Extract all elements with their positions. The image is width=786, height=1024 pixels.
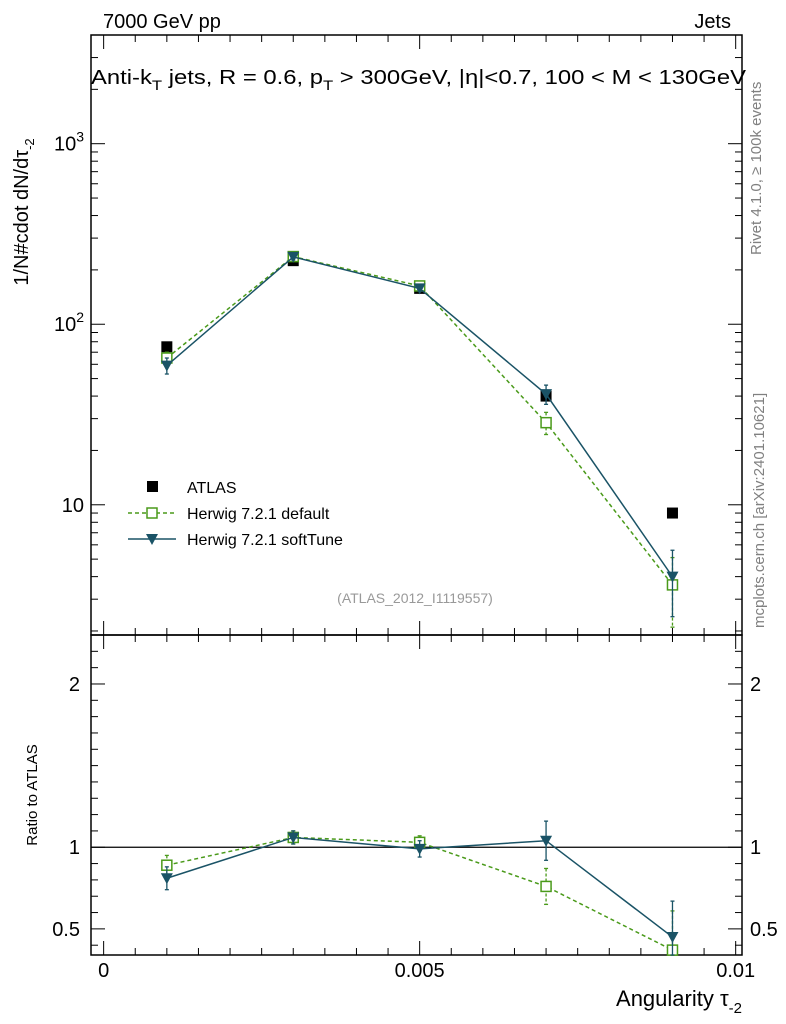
analysis-id: (ATLAS_2012_I1119557) [337,590,493,606]
y-tick-label: 103 [54,129,84,156]
atlas-point [161,341,173,353]
legend: ATLAS Herwig 7.2.1 default Herwig 7.2.1 … [128,480,343,549]
ratio-tick-label-left: 0.5 [52,919,80,941]
legend-herwig-default-label: Herwig 7.2.1 default [187,506,330,523]
series-0 [161,255,678,519]
ratio-tick-label-left: 1 [69,837,80,859]
x-tick-label: 0 [98,960,109,982]
rivet-label: Rivet 4.1.0, ≥ 100k events [748,82,765,255]
data-point [287,251,300,263]
legend-atlas-label: ATLAS [187,480,237,497]
data-point [540,416,552,429]
axis-ticks: 0 0.005 0.01 10 102 103 0.5 0.5 1 1 2 2 [52,34,778,982]
ratio-point [413,843,426,855]
data-point [413,283,426,295]
data-point [160,360,173,372]
ratio-tick-label-right: 2 [750,674,761,696]
ratio-plot-frame [90,634,743,956]
atlas-point [666,507,678,519]
ratio-point [540,835,553,847]
series-line [166,255,674,586]
x-tick-label: 0.01 [716,960,755,982]
data-point [540,389,553,401]
y-tick-label: 10 [62,495,84,517]
series-line [166,256,674,578]
x-axis-label: Angularity τ-2 [616,986,742,1017]
header-left: 7000 GeV pp [103,11,221,33]
series-2 [160,251,679,956]
ratio-point [160,873,173,885]
ratio-tick-label-right: 0.5 [750,919,778,941]
y-axis-label: 1/N#cdot dN/dτ-2 [11,138,37,285]
data-point [666,571,679,583]
legend-herwig-default-marker [146,507,158,519]
legend-softtune-marker [146,534,158,545]
ratio-point [666,932,679,944]
ratio-tick-label-left: 2 [69,674,80,696]
y-tick-label: 102 [54,309,84,336]
header-right: Jets [694,11,731,33]
ratio-tick-label-right: 1 [750,837,761,859]
ratio-axis-label: Ratio to ATLAS [24,744,41,845]
legend-softtune-label: Herwig 7.2.1 softTune [187,532,343,549]
ratio-point [287,832,300,844]
mcplots-label: mcplots.cern.ch [arXiv:2401.10621] [751,393,768,628]
legend-atlas-marker [147,481,158,492]
data-marks [160,250,679,956]
x-tick-label: 0.005 [395,960,445,982]
ratio-point [540,880,552,893]
